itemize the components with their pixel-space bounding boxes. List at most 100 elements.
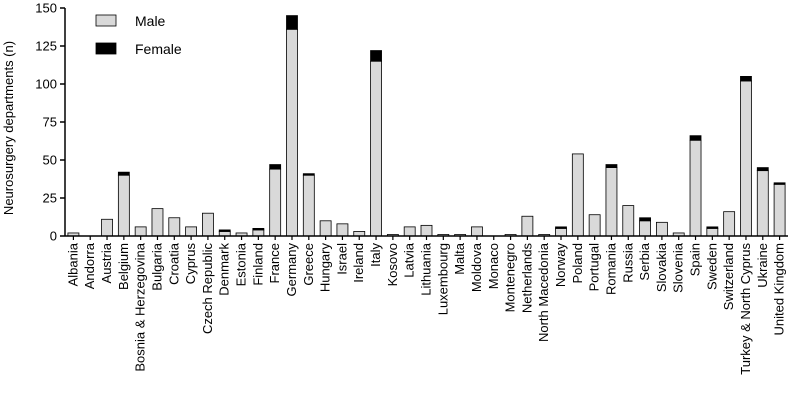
x-category-label: Lithuania (419, 242, 434, 296)
x-category-label: Austria (99, 242, 114, 283)
bar-female-41 (756, 167, 769, 172)
bar-female-32 (605, 164, 618, 168)
x-category-label: Norway (553, 243, 568, 288)
bar-male-24 (471, 226, 483, 237)
bar-male-6 (168, 217, 181, 237)
bar-male-29 (555, 227, 567, 237)
bar-female-29 (555, 226, 567, 229)
x-category-label: Germany (284, 243, 299, 297)
x-category-label: Bulgaria (149, 242, 164, 290)
bar-male-38 (706, 227, 719, 237)
bar-male-2 (101, 218, 113, 237)
x-category-label: Albania (65, 242, 80, 286)
x-category-label: Ireland (351, 243, 366, 283)
bar-male-40 (740, 80, 752, 237)
bar-male-34 (639, 220, 651, 237)
bar-male-8 (202, 212, 214, 237)
bar-female-40 (740, 76, 752, 82)
x-category-label: Estonia (234, 242, 249, 286)
y-tick-label: 125 (35, 39, 57, 54)
bar-male-33 (622, 205, 635, 237)
y-tick-label: 150 (35, 1, 57, 16)
x-category-label: Israel (334, 243, 349, 275)
bar-female-13 (286, 15, 298, 30)
x-category-label: Netherlands (519, 243, 534, 314)
x-category-label: Czech Republic (200, 243, 215, 335)
bar-male-5 (151, 208, 164, 237)
x-category-label: Slovenia (671, 242, 686, 293)
x-category-label: Portugal (587, 243, 602, 292)
bar-female-12 (269, 164, 282, 170)
bar-female-38 (706, 226, 719, 229)
bar-male-16 (336, 223, 349, 237)
bar-male-30 (571, 153, 584, 237)
x-category-label: Cyprus (183, 243, 198, 285)
bar-female-9 (218, 229, 231, 232)
bar-male-18 (370, 60, 382, 237)
x-category-label: Andorra (82, 242, 97, 289)
y-tick-label: 50 (43, 153, 57, 168)
bar-male-39 (723, 211, 736, 237)
bar-male-12 (269, 168, 282, 237)
legend-label-1: Female (135, 41, 182, 57)
y-axis-title: Neurosurgery departments (n) (1, 41, 16, 215)
y-tick-label: 0 (50, 229, 57, 244)
bar-male-13 (286, 28, 298, 237)
x-category-label: North Macedonia (536, 242, 551, 342)
legend-label-0: Male (135, 13, 166, 29)
x-category-label: Montenegro (503, 243, 518, 312)
bar-male-4 (134, 226, 147, 237)
legend-swatch-0 (95, 14, 117, 27)
bar-male-32 (605, 167, 618, 237)
x-category-label: Switzerland (721, 243, 736, 310)
bar-male-31 (588, 214, 601, 237)
x-category-label: Denmark (217, 243, 232, 296)
bar-female-14 (302, 173, 315, 176)
x-category-label: Spain (688, 243, 703, 276)
x-category-label: Bosnia & Herzegovina (133, 242, 148, 371)
y-tick-label: 75 (43, 115, 57, 130)
bar-male-27 (521, 215, 534, 237)
bar-male-42 (773, 183, 786, 237)
bar-male-37 (689, 139, 702, 237)
x-category-label: Russia (620, 242, 635, 283)
bar-male-20 (403, 226, 416, 237)
bar-female-37 (689, 135, 702, 141)
legend: Male Female (95, 13, 182, 57)
y-tick-label: 100 (35, 77, 57, 92)
bar-male-35 (655, 221, 668, 237)
x-category-label: Croatia (166, 242, 181, 285)
x-category-label: Sweden (704, 243, 719, 290)
bar-male-14 (302, 174, 315, 237)
x-category-label: Moldova (469, 242, 484, 292)
x-category-label: Belgium (116, 243, 131, 290)
x-category-label: Italy (368, 243, 383, 267)
x-category-label: Finland (250, 243, 265, 286)
bar-male-11 (252, 229, 265, 237)
bar-female-11 (252, 227, 265, 231)
x-category-label: Luxembourg (435, 243, 450, 315)
x-category-label: Ukraine (755, 243, 770, 288)
bar-male-7 (185, 226, 198, 237)
legend-swatch-1 (95, 42, 117, 55)
x-category-label: Turkey & North Cyprus (738, 243, 753, 375)
bar-male-3 (117, 174, 130, 237)
x-category-label: Malta (452, 242, 467, 275)
bar-female-34 (639, 217, 651, 222)
x-category-label: Slovakia (654, 242, 669, 292)
x-category-label: Serbia (637, 242, 652, 280)
x-category-label: Monaco (486, 243, 501, 289)
x-category-label: Romania (603, 242, 618, 295)
bar-male-41 (756, 170, 769, 237)
x-axis: Albania Andorra Austria Belgium Bosnia & Her… (65, 235, 788, 375)
x-category-label: France (267, 243, 282, 283)
y-axis: 0 25 50 75 100 125 150 (35, 1, 66, 244)
x-category-label: Kosovo (385, 243, 400, 286)
x-category-label: Greece (301, 243, 316, 286)
y-tick-label: 25 (43, 191, 57, 206)
x-category-label: Poland (570, 243, 585, 283)
bar-female-18 (370, 50, 382, 62)
bar-female-42 (773, 182, 786, 185)
bar-male-15 (319, 220, 332, 237)
